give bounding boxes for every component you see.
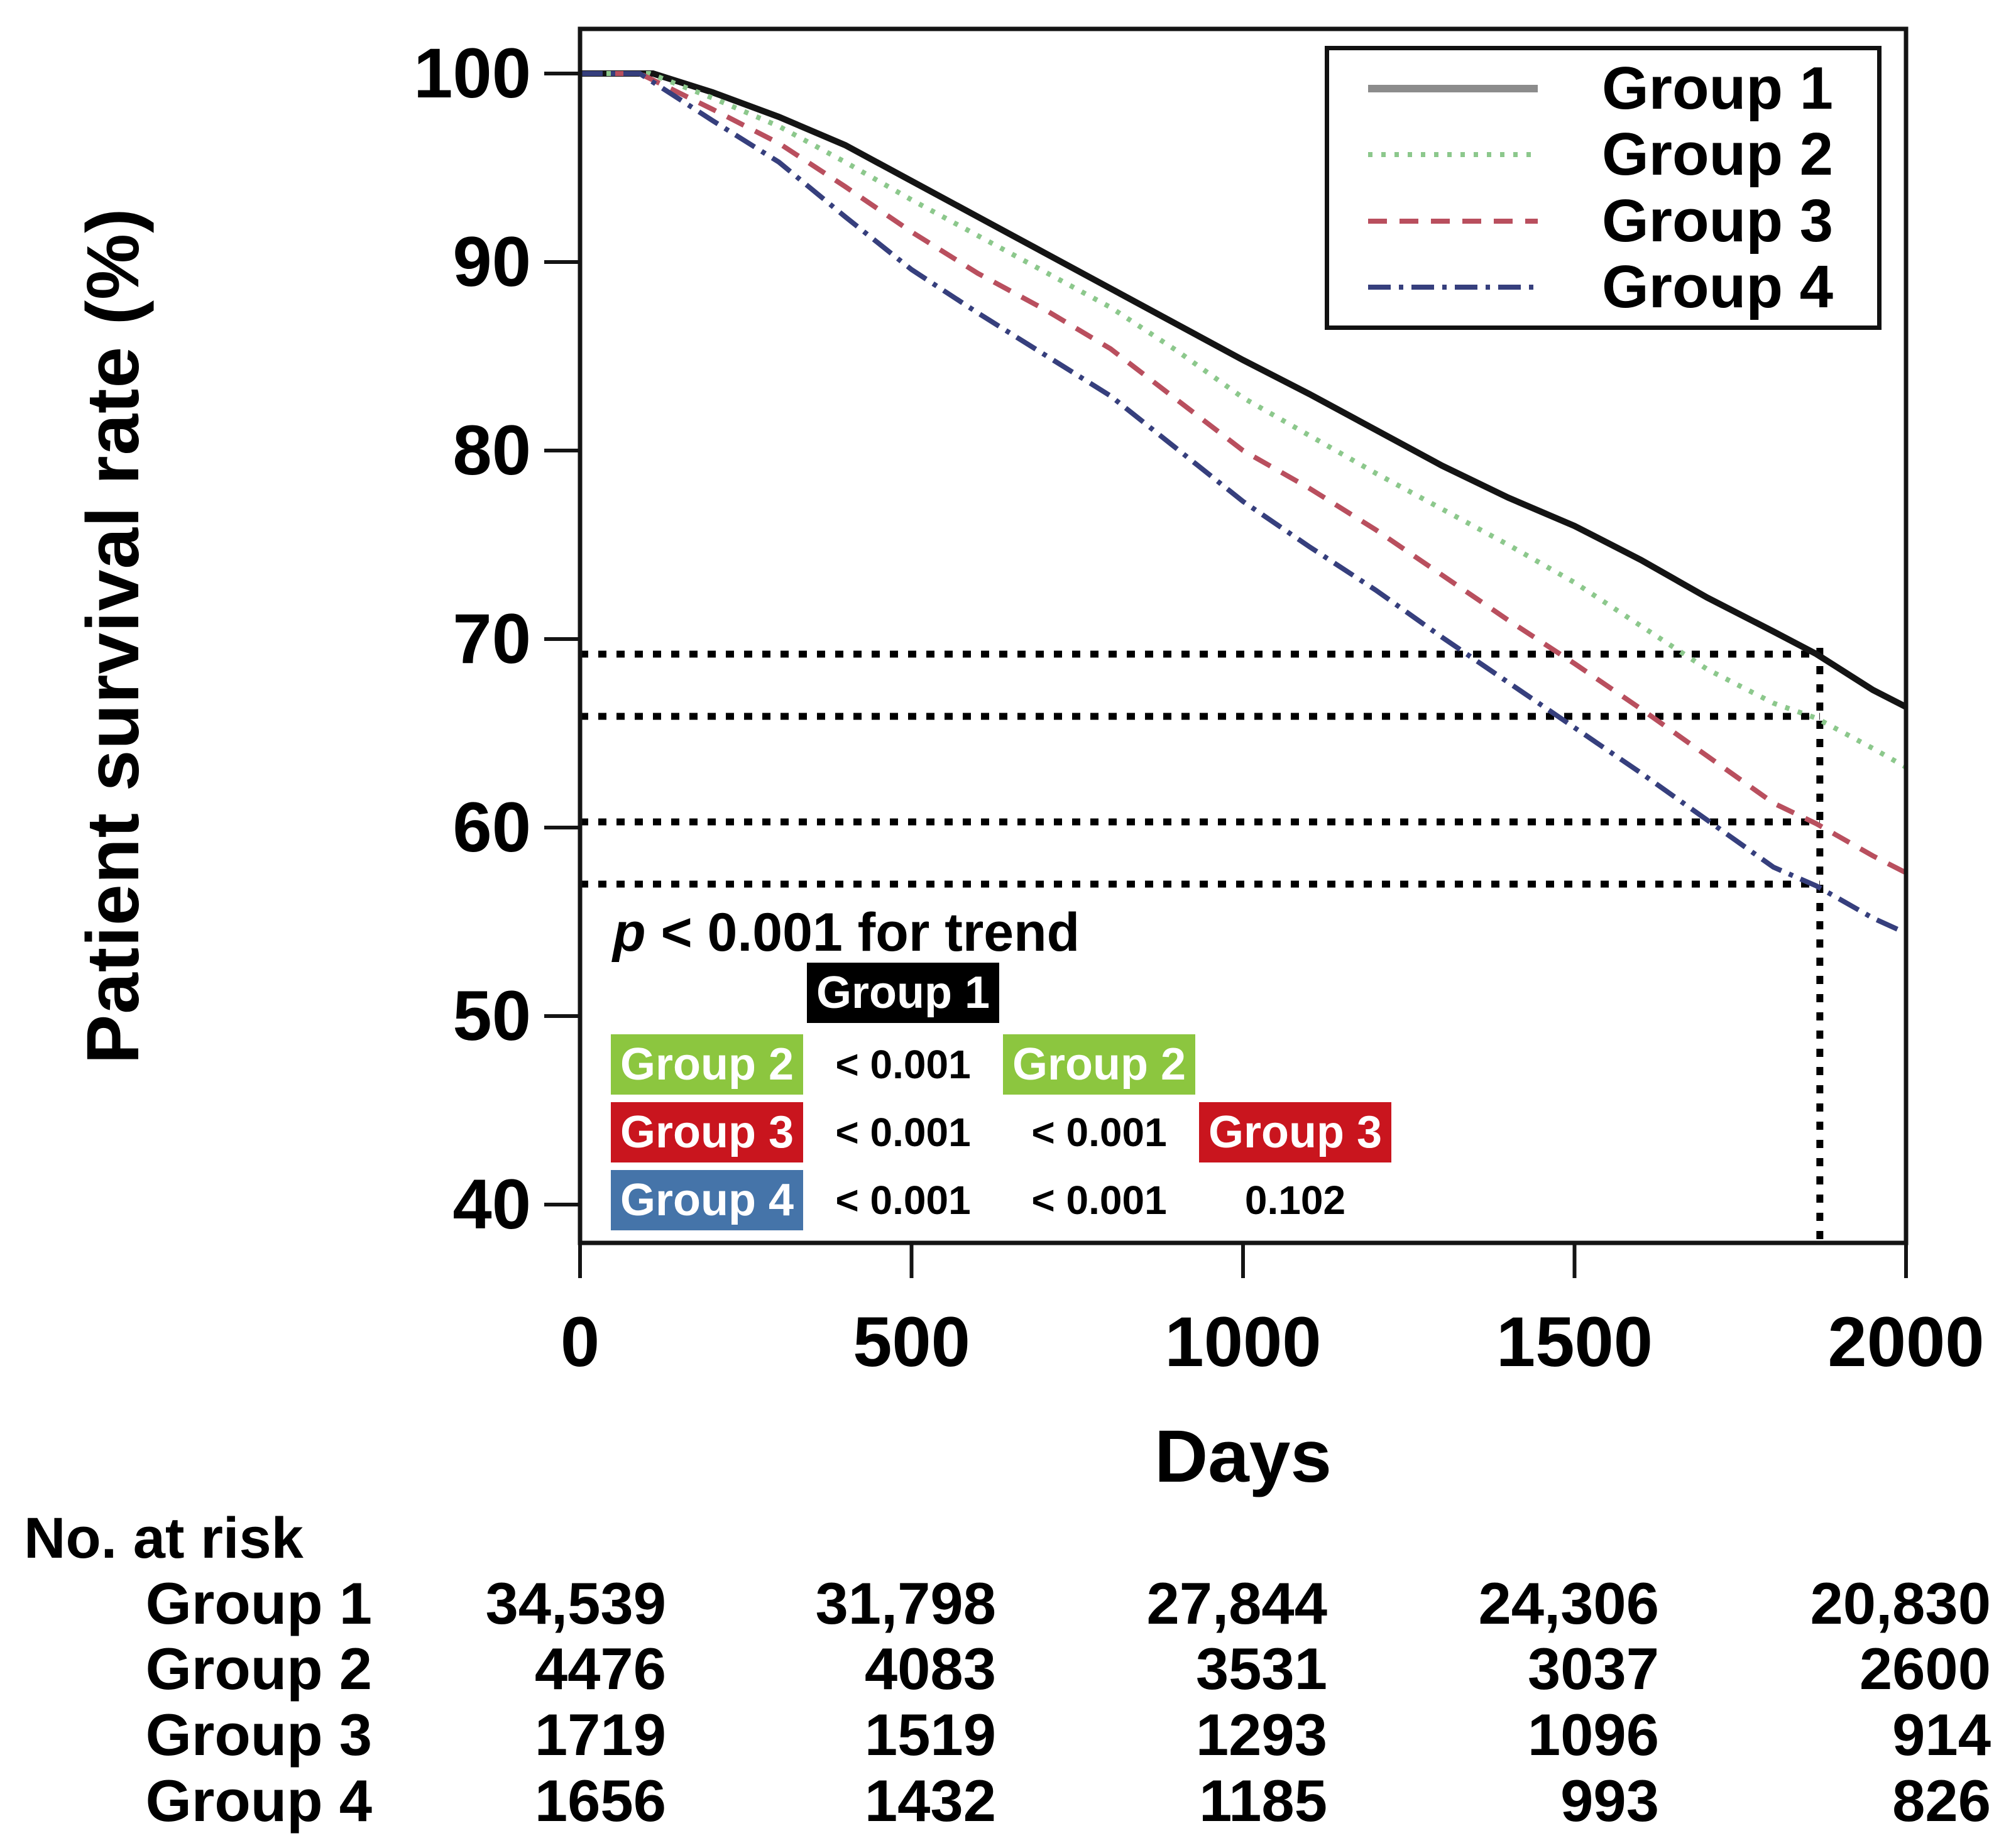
p-value-group3-vs-group1: < 0.001 (835, 1110, 971, 1155)
p-value-group2-vs-group1: < 0.001 (835, 1042, 971, 1087)
p-symbol: p (613, 902, 646, 963)
risk-value: 3531 (1195, 1636, 1327, 1702)
risk-row-group-2: Group 2 4476 4083 3531 3037 2600 (0, 1636, 2016, 1702)
p-table-row-label-group-3: Group 3 (611, 1102, 803, 1162)
risk-row-label: Group 4 (145, 1768, 372, 1834)
risk-row-label: Group 3 (145, 1702, 372, 1768)
risk-value: 1293 (1195, 1702, 1327, 1768)
legend-box: Group 1 Group 2 Group 3 Group 4 (1325, 46, 1882, 330)
y-tick-label-70: 70 (452, 599, 531, 678)
risk-row-group-3: Group 3 1719 1519 1293 1096 914 (0, 1702, 2016, 1768)
survival-curve-group-1 (580, 70, 1908, 710)
risk-value: 34,539 (485, 1570, 666, 1636)
y-tick-label-80: 80 (452, 411, 531, 489)
risk-value: 1185 (1199, 1768, 1327, 1834)
legend-row-group-2: Group 2 (1329, 123, 1877, 186)
legend-label-group-3: Group 3 (1602, 187, 1834, 254)
risk-value: 826 (1892, 1768, 1991, 1834)
y-tick-label-100: 100 (414, 34, 531, 112)
p-value-group4-vs-group3: 0.102 (1244, 1178, 1346, 1223)
x-tick-label-1500: 1500 (1496, 1303, 1653, 1381)
legend-line-group-1 (1368, 85, 1538, 93)
risk-value: 914 (1892, 1702, 1991, 1768)
risk-value: 31,798 (815, 1570, 996, 1636)
x-tick-label-1000: 1000 (1164, 1303, 1322, 1381)
p-table-header-group-1: Group 1 (807, 963, 999, 1023)
risk-row-group-4: Group 4 1656 1432 1185 993 826 (0, 1768, 2016, 1834)
legend-line-group-4 (1368, 284, 1538, 290)
risk-value: 4083 (864, 1636, 996, 1702)
x-tick-label-2000: 2000 (1827, 1303, 1985, 1381)
risk-value: 993 (1560, 1768, 1659, 1834)
risk-row-label: Group 1 (145, 1570, 372, 1636)
risk-row-label: Group 2 (145, 1636, 372, 1702)
risk-value: 20,830 (1810, 1570, 1991, 1636)
risk-value: 1519 (864, 1702, 996, 1768)
legend-line-group-3 (1368, 218, 1538, 224)
risk-value: 2600 (1859, 1636, 1991, 1702)
p-value-group3-vs-group2: < 0.001 (1031, 1110, 1167, 1155)
risk-value: 1096 (1527, 1702, 1659, 1768)
risk-value: 27,844 (1146, 1570, 1327, 1636)
risk-value: 4476 (534, 1636, 666, 1702)
risk-value: 24,306 (1478, 1570, 1659, 1636)
legend-row-group-4: Group 4 (1329, 253, 1877, 320)
y-tick-label-40: 40 (452, 1165, 531, 1244)
p-table-header-group-2: Group 2 (1003, 1034, 1195, 1095)
legend-row-group-3: Group 3 (1329, 187, 1877, 254)
risk-row-group-1: Group 1 34,539 31,798 27,844 24,306 20,8… (0, 1571, 2016, 1636)
x-axis-title: Days (1154, 1415, 1332, 1498)
legend-row-group-1: Group 1 (1329, 57, 1877, 120)
y-axis-title: Patient survival rate (%) (72, 207, 155, 1064)
y-tick-label-60: 60 (452, 788, 531, 867)
risk-value: 1656 (534, 1768, 666, 1834)
risk-value: 1432 (864, 1768, 996, 1834)
survival-curve-group-4 (580, 71, 1907, 936)
x-tick-label-500: 500 (853, 1303, 970, 1381)
legend-label-group-2: Group 2 (1602, 121, 1834, 189)
legend-line-group-2 (1368, 152, 1538, 158)
risk-value: 3037 (1527, 1636, 1659, 1702)
p-table-row-label-group-2: Group 2 (611, 1034, 803, 1095)
survival-curve-group-2 (580, 71, 1907, 770)
y-tick-label-50: 50 (452, 976, 531, 1055)
p-table-row-label-group-4: Group 4 (611, 1170, 803, 1230)
risk-table-title: No. at risk (24, 1506, 304, 1570)
x-tick-label-0: 0 (560, 1303, 600, 1381)
y-tick-label-90: 90 (452, 222, 531, 301)
p-value-group4-vs-group1: < 0.001 (835, 1178, 971, 1223)
p-trend-text: < 0.001 for trend (645, 902, 1080, 963)
p-trend-annotation: p < 0.001 for trend (613, 904, 1080, 961)
legend-label-group-4: Group 4 (1602, 253, 1834, 320)
p-value-group4-vs-group2: < 0.001 (1031, 1178, 1167, 1223)
survival-curve-group-3 (580, 71, 1907, 875)
p-table-header-group-3: Group 3 (1199, 1102, 1391, 1162)
risk-value: 1719 (534, 1702, 666, 1768)
legend-label-group-1: Group 1 (1602, 55, 1834, 123)
